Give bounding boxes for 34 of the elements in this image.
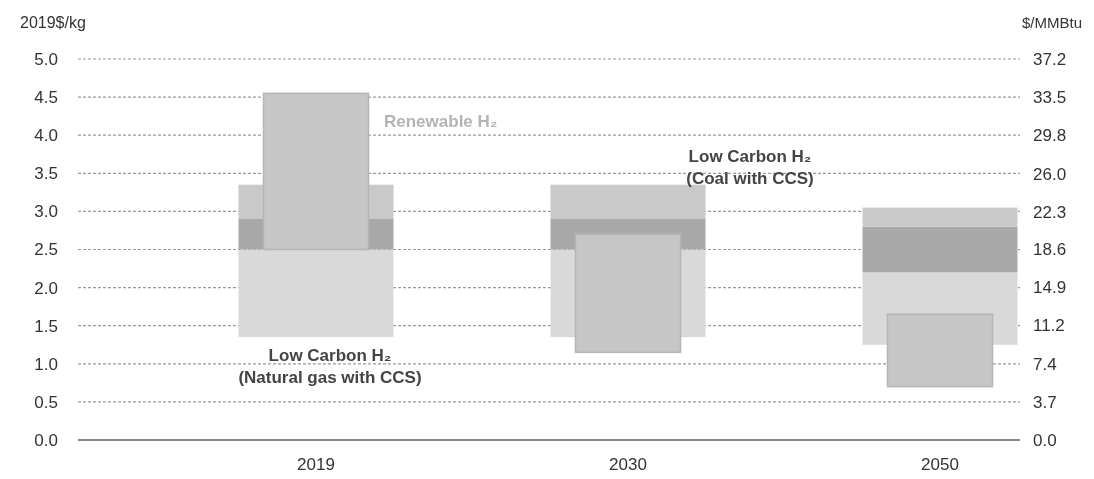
y2-tick-label: 33.5 bbox=[1033, 87, 1067, 107]
bar bbox=[238, 249, 394, 338]
y-tick-label: 1.0 bbox=[34, 354, 58, 374]
bar bbox=[862, 207, 1018, 227]
y-tick-label: 0.5 bbox=[34, 392, 58, 412]
y-tick-label: 2.5 bbox=[34, 240, 58, 260]
bar bbox=[886, 313, 994, 388]
series-label: Low Carbon H₂ (Coal with CCS) bbox=[686, 146, 814, 188]
series-label: Low Carbon H₂ (Natural gas with CCS) bbox=[238, 346, 422, 388]
y-tick-label: 5.0 bbox=[34, 49, 58, 69]
y-tick-label: 1.5 bbox=[34, 316, 58, 336]
y2-tick-label: 22.3 bbox=[1033, 202, 1067, 222]
bar bbox=[862, 226, 1018, 273]
y2-tick-label: 0.0 bbox=[1033, 430, 1057, 450]
y-tick-label: 2.0 bbox=[34, 278, 58, 298]
x-tick-label: 2030 bbox=[609, 455, 647, 474]
y2-tick-label: 7.4 bbox=[1033, 355, 1057, 375]
y2-tick-label: 3.7 bbox=[1033, 393, 1057, 413]
y2-tick-label: 14.9 bbox=[1033, 278, 1067, 298]
x-tick-label: 2050 bbox=[921, 455, 959, 474]
y2-tick-label: 11.2 bbox=[1033, 316, 1065, 336]
x-tick-label: 2019 bbox=[297, 455, 335, 474]
y2-tick-label: 29.8 bbox=[1033, 125, 1067, 145]
series-label: Renewable H₂ bbox=[384, 112, 498, 132]
y-tick-label: 3.5 bbox=[34, 164, 58, 184]
y-tick-label: 0.0 bbox=[34, 430, 58, 450]
y-tick-label: 4.0 bbox=[34, 126, 58, 146]
y-tick-label: 3.0 bbox=[34, 202, 58, 222]
y2-axis-title: $/MMBtu bbox=[1021, 14, 1082, 31]
y-axis-title: 2019$/kg bbox=[20, 14, 86, 31]
y2-tick-label: 26.0 bbox=[1033, 164, 1067, 184]
y2-tick-label: 37.2 bbox=[1033, 49, 1067, 69]
y2-tick-label: 18.6 bbox=[1033, 240, 1067, 260]
y-tick-label: 4.5 bbox=[34, 88, 58, 108]
